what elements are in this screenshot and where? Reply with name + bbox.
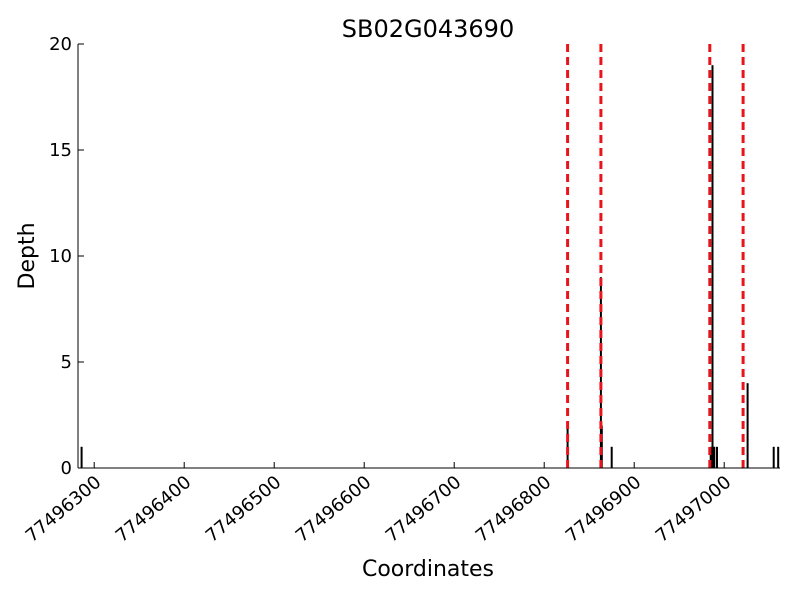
y-tick-label: 5 (61, 352, 72, 373)
y-tick-label: 20 (49, 34, 72, 55)
y-axis-label: Depth (15, 222, 40, 289)
y-tick-label: 10 (49, 246, 72, 267)
depth-bar (777, 446, 780, 468)
chart-title: SB02G043690 (342, 15, 514, 43)
x-tick-label: 77496600 (292, 472, 376, 547)
x-tick-label: 77496900 (562, 472, 646, 547)
depth-bar (566, 425, 569, 468)
depth-bar (716, 446, 718, 468)
depth-bar (80, 446, 83, 468)
depth-bars (80, 65, 780, 468)
exon-boundary-lines (566, 44, 745, 468)
x-tick-label: 77496800 (472, 472, 556, 547)
depth-bar (772, 446, 775, 468)
x-ticks: 77496300 77496400 77496500 77496600 77496700… (22, 462, 736, 547)
depth-bar (709, 446, 712, 468)
depth-bar (610, 446, 613, 468)
depth-bar (713, 446, 716, 468)
depth-bar (746, 383, 749, 468)
axes (77, 44, 780, 469)
y-ticks: 0 5 10 15 20 (49, 34, 84, 479)
x-tick-label: 77497000 (652, 472, 736, 547)
x-tick-label: 77496400 (112, 472, 196, 547)
x-tick-label: 77496500 (202, 472, 286, 547)
depth-bar (600, 425, 603, 468)
x-axis-label: Coordinates (362, 557, 494, 582)
y-tick-label: 15 (49, 140, 72, 161)
x-tick-label: 77496700 (382, 472, 466, 547)
y-tick-label: 0 (61, 458, 72, 479)
depth-bar (711, 65, 714, 468)
x-tick-label: 77496300 (22, 472, 106, 547)
